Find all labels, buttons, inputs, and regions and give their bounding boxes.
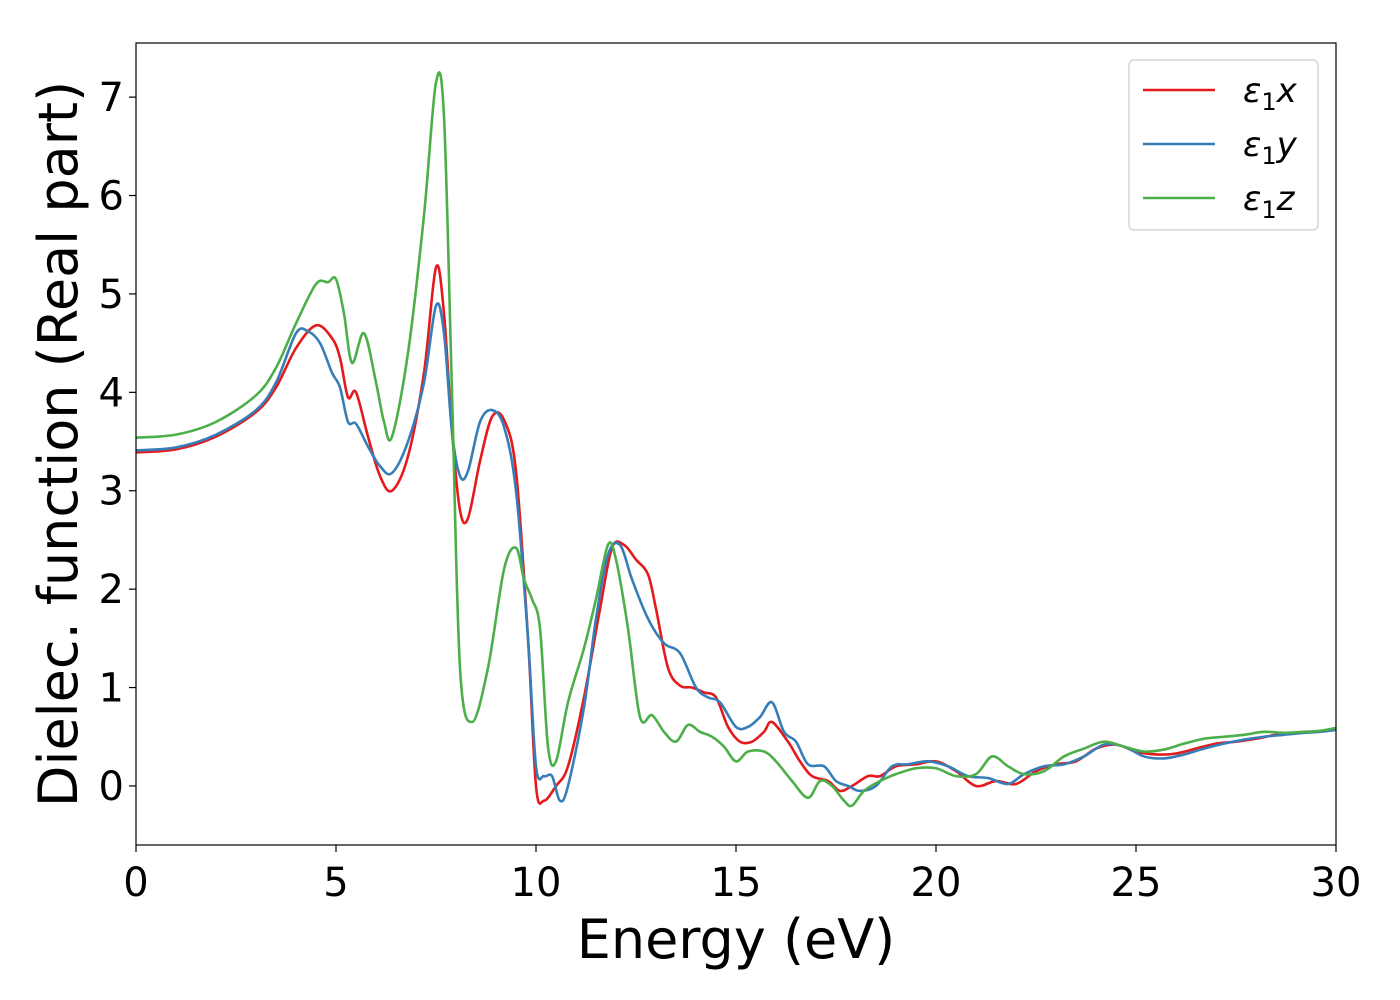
x-tick-label: 25 [1111,860,1162,906]
y-tick-label: 5 [99,272,124,318]
y-tick-label: 4 [99,370,124,416]
x-tick-label: 15 [711,860,762,906]
y-tick-label: 3 [99,469,124,515]
y-tick-label: 7 [99,75,124,121]
y-axis: 0 1 2 3 4 5 6 7 [99,75,136,810]
y-tick-label: 0 [99,764,124,810]
x-axis-title: Energy (eV) [577,908,896,971]
series-line-z [136,71,1336,808]
series-line-x [136,264,1336,805]
x-tick-label: 5 [323,860,348,906]
y-tick-label: 2 [99,567,124,613]
legend: ε1x ε1y ε1z [1128,59,1319,231]
legend-box [1128,59,1319,231]
x-axis: 0 5 10 15 20 25 30 [123,845,1361,906]
x-tick-label: 0 [123,860,148,906]
y-tick-label: 6 [99,174,124,220]
x-tick-label: 30 [1311,860,1362,906]
y-tick-label: 1 [99,666,124,712]
series-layer [136,71,1336,808]
legend-label-x: ε1x [1243,71,1298,116]
legend-label-y: ε1y [1243,125,1298,170]
legend-label-z: ε1z [1243,179,1296,224]
x-tick-label: 10 [511,860,562,906]
x-tick-label: 20 [911,860,962,906]
y-axis-title: Dielec. function (Real part) [27,81,90,807]
series-line-y [136,302,1336,803]
